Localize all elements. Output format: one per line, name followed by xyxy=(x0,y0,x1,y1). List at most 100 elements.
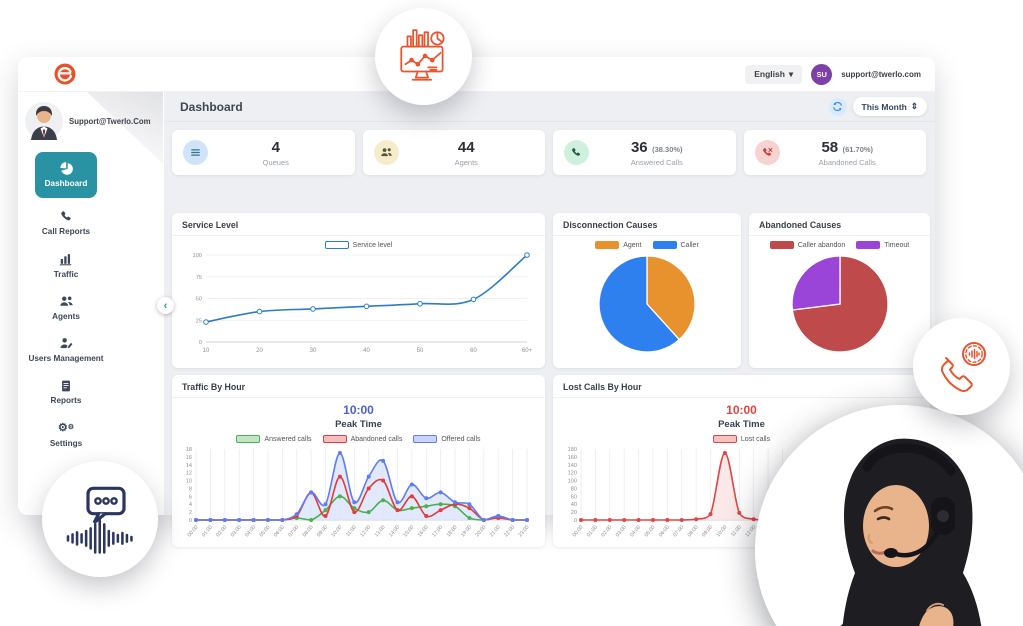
user-avatar[interactable]: SU xyxy=(811,63,833,85)
sidebar-item-label: Reports xyxy=(50,396,82,406)
svg-text:180: 180 xyxy=(568,447,577,453)
topbar: English ▾ SU support@twerlo.com xyxy=(18,57,935,92)
user-email: support@twerlo.com xyxy=(841,69,921,79)
legend-item[interactable]: Offered calls xyxy=(413,435,481,443)
legend-item[interactable]: Timeout xyxy=(856,241,909,249)
language-label: English xyxy=(754,69,785,79)
legend-label: Service level xyxy=(352,241,393,249)
chart-legend: Lost calls xyxy=(553,430,930,444)
pie-chart-icon xyxy=(59,161,74,176)
sidebar-item-call-reports[interactable]: Call Reports xyxy=(24,202,108,244)
traffic-by-hour-chart: 0 2 4 6 8 10 12 14 16 18 00:00 01:00 02:00 03:00 04:00… xyxy=(180,444,537,547)
agents-icon xyxy=(373,140,399,165)
sidebar-profile[interactable]: Support@Twerlo.Com xyxy=(18,92,164,148)
sidebar-item-settings[interactable]: ⚙ ⚙ Settings xyxy=(24,414,108,456)
phone-missed-icon xyxy=(754,140,780,165)
svg-text:01:00: 01:00 xyxy=(201,524,214,538)
legend-item[interactable]: Caller abandon xyxy=(769,241,846,249)
legend-item[interactable]: Caller xyxy=(652,241,699,249)
svg-text:08:00: 08:00 xyxy=(687,524,700,538)
svg-text:0: 0 xyxy=(574,518,577,524)
legend-swatch xyxy=(712,435,737,443)
svg-text:08:00: 08:00 xyxy=(302,524,315,538)
service-level-card: Service Level Service level 0 25 50 75 100 10… xyxy=(172,213,545,368)
up-down-arrows-icon: ⇕ xyxy=(910,101,918,111)
user-initials: SU xyxy=(816,69,827,79)
service-level-chart: 0 25 50 75 100 10 20 30 40 50 60 60+ xyxy=(180,250,537,363)
sidebar-item-agents[interactable]: Agents xyxy=(24,287,108,329)
svg-text:09:00: 09:00 xyxy=(316,524,329,538)
svg-text:4: 4 xyxy=(189,502,192,508)
legend-item[interactable]: Answered calls xyxy=(236,435,312,443)
sidebar-collapse-button[interactable]: ‹ xyxy=(157,297,174,314)
stat-card-agents: 44 Agents xyxy=(362,130,545,175)
legend-label: Abandoned calls xyxy=(350,435,403,443)
svg-text:20: 20 xyxy=(256,348,263,354)
svg-text:18: 18 xyxy=(186,447,192,453)
svg-text:05:00: 05:00 xyxy=(259,524,272,538)
gears-icon: ⚙ ⚙ xyxy=(57,421,75,434)
card-title: Disconnection Causes xyxy=(553,213,741,236)
svg-text:03:00: 03:00 xyxy=(615,524,628,538)
period-label: This Month xyxy=(861,101,907,112)
legend-label: Caller abandon xyxy=(797,241,846,249)
queue-list-icon xyxy=(183,140,208,165)
legend-item[interactable]: Agent xyxy=(595,241,642,249)
language-selector[interactable]: English ▾ xyxy=(745,64,803,84)
sidebar-item-users-management[interactable]: Users Management xyxy=(24,329,108,371)
report-icon xyxy=(59,378,74,393)
svg-text:23:00: 23:00 xyxy=(518,524,531,538)
svg-text:50: 50 xyxy=(196,297,202,303)
sidebar-item-label: Call Reports xyxy=(41,227,91,237)
legend-swatch xyxy=(856,241,881,249)
refresh-button[interactable] xyxy=(828,97,847,116)
svg-text:120: 120 xyxy=(568,471,577,477)
topbar-right: English ▾ SU support@twerlo.com xyxy=(745,63,935,85)
svg-text:00:00: 00:00 xyxy=(572,524,585,538)
legend-swatch xyxy=(324,241,349,249)
sidebar-item-dashboard[interactable]: Dashboard xyxy=(35,152,97,199)
svg-text:16:00: 16:00 xyxy=(417,524,430,538)
stat-label: Answered Calls xyxy=(630,157,683,167)
svg-text:25: 25 xyxy=(196,318,202,324)
peak-time-value: 10:00 xyxy=(343,403,374,417)
chevron-left-icon: ‹ xyxy=(163,299,168,312)
sidebar-item-traffic[interactable]: Traffic xyxy=(24,245,108,287)
legend-item[interactable]: Service level xyxy=(324,241,393,249)
caret-down-icon: ▾ xyxy=(788,68,794,79)
svg-text:12:00: 12:00 xyxy=(359,524,372,538)
legend-item[interactable]: Abandoned calls xyxy=(322,435,403,443)
card-title: Abandoned Causes xyxy=(749,213,930,236)
svg-text:22:00: 22:00 xyxy=(503,524,516,538)
svg-text:05:00: 05:00 xyxy=(644,524,657,538)
monitor-chart-icon xyxy=(399,28,445,81)
sidebar-item-label: Dashboard xyxy=(44,179,88,188)
chart-legend: Service level xyxy=(172,236,545,250)
legend-item[interactable]: Lost calls xyxy=(712,435,770,443)
stat-sub: (38.30%) xyxy=(652,144,683,154)
svg-text:17:00: 17:00 xyxy=(431,524,444,538)
profile-name: Support@Twerlo.Com xyxy=(69,116,151,126)
period-selector[interactable]: This Month ⇕ xyxy=(852,97,927,116)
sidebar-item-label: Traffic xyxy=(53,269,79,279)
svg-text:10: 10 xyxy=(203,348,210,354)
agents-icon xyxy=(59,294,74,309)
stats-row: 4 Queues 44 Agents xyxy=(172,130,926,175)
legend-label: Answered calls xyxy=(264,435,312,443)
svg-text:80: 80 xyxy=(571,486,577,492)
svg-text:04:00: 04:00 xyxy=(244,524,257,538)
sidebar-item-label: Settings xyxy=(49,438,83,448)
svg-text:100: 100 xyxy=(193,253,202,259)
card-title: Traffic By Hour xyxy=(172,375,545,398)
svg-text:75: 75 xyxy=(196,275,202,281)
svg-text:14:00: 14:00 xyxy=(388,524,401,538)
voice-call-badge xyxy=(913,318,1010,415)
chart-legend: Agent Caller xyxy=(553,236,741,250)
svg-text:07:00: 07:00 xyxy=(672,524,685,538)
stat-value: 44 xyxy=(457,138,475,156)
svg-text:21:00: 21:00 xyxy=(489,524,502,538)
sidebar-item-reports[interactable]: Reports xyxy=(24,371,108,413)
svg-text:20: 20 xyxy=(571,510,577,516)
phone-icon xyxy=(564,140,589,165)
